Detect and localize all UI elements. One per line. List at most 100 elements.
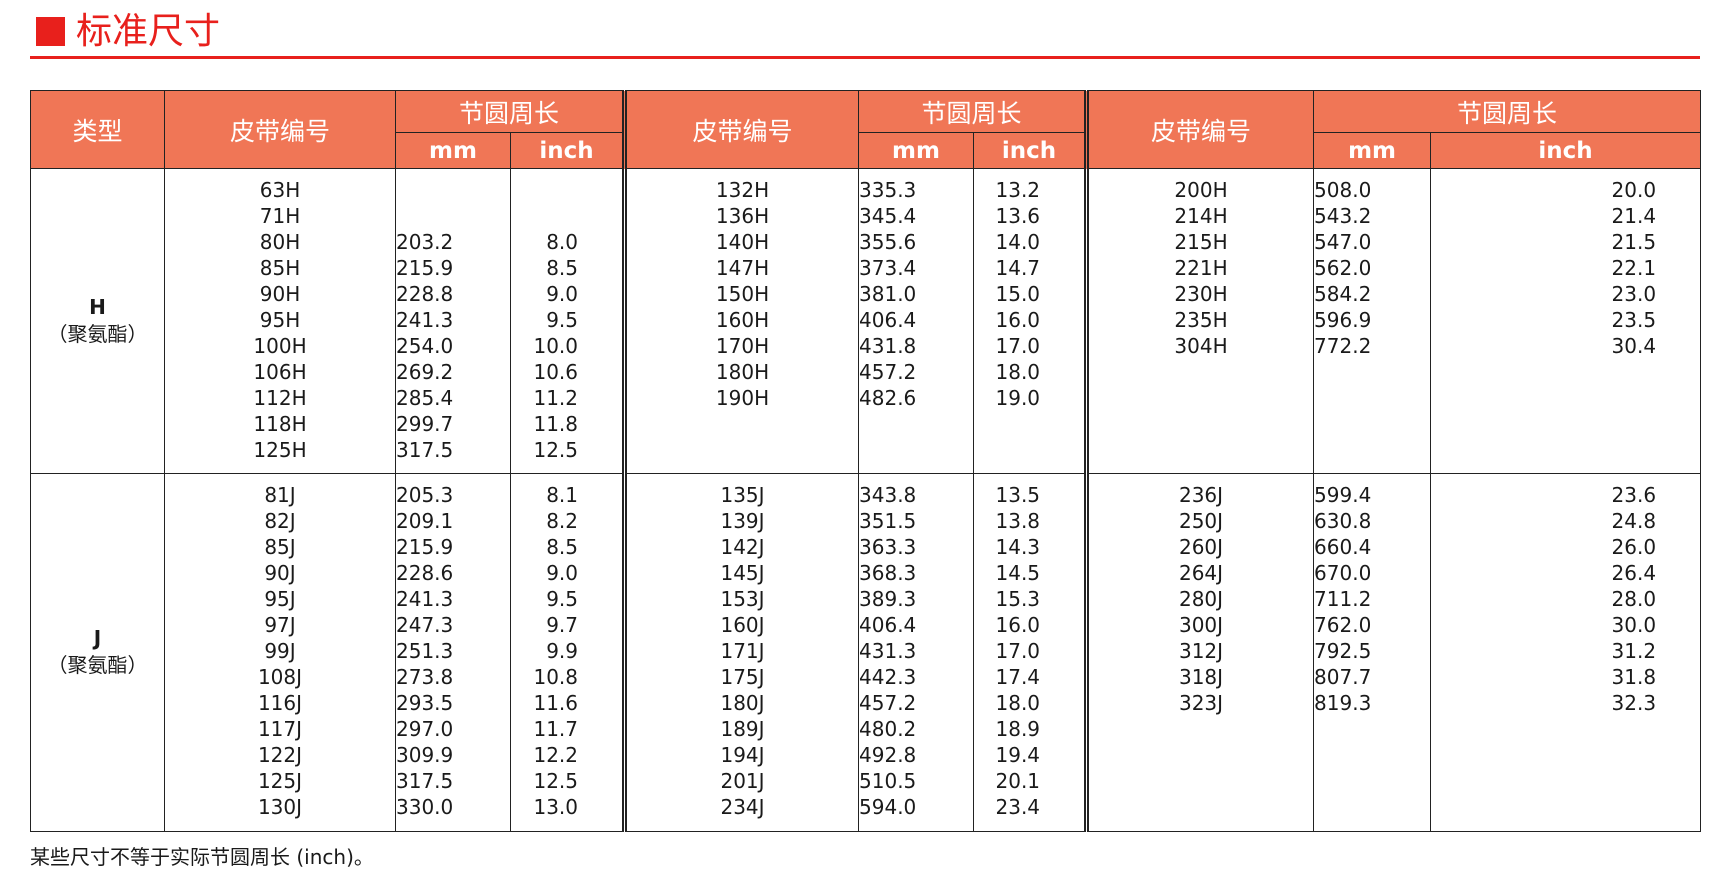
pitch-mm-value: 510.5 [859,768,917,793]
belt-code-value: 130J [257,794,303,819]
pitch-mm-value: 205.3 [396,482,454,507]
pitch-mm-value: 273.8 [396,664,454,689]
header-belt-no: 皮带编号 [622,90,860,169]
belt-code-value: 171J [720,638,765,663]
pitch-mm-value: 215.9 [396,256,454,280]
belt-code-value: 80H [259,230,301,254]
pitch-mm-value: 215.9 [396,534,454,559]
belt-code-value: 90J [264,560,296,585]
pitch-inch-value: 13.5 [995,482,1041,507]
pitch-inch-value: 13.0 [533,794,579,819]
header-mm: mm [858,132,975,169]
pitch-mm-value: 317.5 [396,768,454,793]
pitch-inch-value: 8.0 [546,230,579,254]
pitch-mm-value: 772.2 [1314,334,1372,358]
pitch-inch-value: 9.0 [546,560,579,585]
footnote: 某些尺寸不等于实际节圆周长 (inch)。 [30,845,374,869]
pitch-mm-value [396,177,510,203]
type-cell: H （聚氨酯） [30,168,165,474]
type-material: （聚氨酯） [47,321,148,346]
pitch-mm-value: 670.0 [1314,560,1372,585]
pitch-mm-value: 594.0 [859,794,917,819]
pitch-mm-value: 363.3 [859,534,917,559]
belt-code-value: 122J [257,742,303,767]
pitch-inch-value: 13.2 [995,178,1041,202]
pitch-mm-value: 543.2 [1314,204,1372,228]
pitch-inch-value: 11.8 [533,412,579,436]
pitch-inch-value: 17.0 [995,334,1041,358]
pitch-inch-value: 10.8 [533,664,579,689]
pitch-inch-value: 31.2 [1611,638,1657,663]
header-pitch-length: 节圆周长 [394,90,626,133]
belt-code-column: 81J 82J 85J 90J 95J 97J 99J 108J 116J 117J 122J 125… [164,472,396,833]
type-code: J [93,626,102,651]
pitch-mm-value: 660.4 [1314,534,1372,559]
pitch-inch-value: 21.4 [1611,204,1657,228]
pitch-mm-value: 711.2 [1314,586,1372,611]
belt-code-value: 215H [1174,230,1228,254]
belt-code-value: 300J [1178,612,1224,637]
belt-code-value: 142J [720,534,765,559]
pitch-inch-column: 13.2 13.6 14.0 14.7 15.0 16.0 17.0 18.0 19.0 [973,168,1088,474]
pitch-mm-value: 373.4 [859,256,917,280]
pitch-mm-value: 406.4 [859,308,917,332]
pitch-inch-value: 8.5 [546,256,579,280]
pitch-mm-value: 299.7 [396,412,454,436]
belt-code-value: 194J [720,742,765,767]
belt-code-value: 100H [253,334,307,358]
pitch-inch-column: 13.5 13.8 14.3 14.5 15.3 16.0 17.0 17.4 18.0 18.9… [973,472,1088,833]
pitch-inch-value [511,177,622,203]
belt-code-value: 139J [720,508,765,533]
belt-code-value: 323J [1178,690,1224,715]
pitch-inch-value: 23.6 [1611,482,1657,507]
pitch-inch-value: 13.6 [995,204,1041,228]
pitch-mm-value: 482.6 [859,386,917,410]
pitch-inch-value: 9.7 [546,612,579,637]
header-type: 类型 [30,90,165,169]
pitch-inch-value: 9.5 [546,586,579,611]
pitch-inch-value: 11.6 [533,690,579,715]
pitch-mm-column: 508.0 543.2 547.0 562.0 584.2 596.9 772.2 [1313,168,1432,474]
header-belt-no: 皮带编号 [1084,90,1315,169]
pitch-mm-value: 480.2 [859,716,917,741]
pitch-mm-value: 351.5 [859,508,917,533]
pitch-mm-value: 457.2 [859,360,917,384]
pitch-inch-value: 12.2 [533,742,579,767]
pitch-inch-value: 17.0 [995,638,1041,663]
belt-code-value: 190H [715,386,770,410]
header-belt-no: 皮带编号 [164,90,396,169]
belt-code-value: 140H [715,230,770,254]
belt-code-value: 230H [1174,282,1228,306]
belt-code-value: 318J [1178,664,1224,689]
belt-code-value: 85H [259,256,301,280]
pitch-inch-value: 16.0 [995,308,1041,332]
header-pitch-length: 节圆周长 [1313,90,1702,133]
pitch-inch-value: 24.8 [1611,508,1657,533]
pitch-mm-value: 389.3 [859,586,917,611]
pitch-mm-value: 807.7 [1314,664,1372,689]
belt-code-value: 117J [257,716,303,741]
pitch-inch-value: 32.3 [1611,690,1657,715]
pitch-inch-column: 20.0 21.4 21.5 22.1 23.0 23.5 30.4 [1430,168,1702,474]
pitch-inch-value: 19.0 [995,386,1041,410]
pitch-mm-value: 492.8 [859,742,917,767]
table-row: J （聚氨酯） 81J 82J 85J 90J 95J 97J 99J 108J 116J 117J 1… [30,472,1702,833]
pitch-mm-value: 209.1 [396,508,454,533]
pitch-inch-value: 11.7 [533,716,579,741]
pitch-mm-value: 508.0 [1314,178,1372,202]
belt-code-value: 106H [253,360,307,384]
title-divider [30,56,1700,59]
header-mm: mm [1313,132,1432,169]
pitch-mm-value: 203.2 [396,230,454,254]
pitch-inch-column: 8.1 8.2 8.5 9.0 9.5 9.7 9.9 10.8 11.6 11.7 12.2 12.… [509,472,626,833]
pitch-inch-value: 12.5 [533,768,579,793]
pitch-inch-value: 26.0 [1611,534,1657,559]
pitch-mm-value: 241.3 [396,586,454,611]
belt-code-value: 312J [1178,638,1224,663]
header-inch: inch [509,132,626,169]
pitch-mm-value: 431.8 [859,334,917,358]
belt-code-value: 304H [1174,334,1228,358]
pitch-inch-column: 23.6 24.8 26.0 26.4 28.0 30.0 31.2 31.8 32.3 [1430,472,1702,833]
pitch-mm-value: 251.3 [396,638,454,663]
pitch-inch-value: 9.9 [546,638,579,663]
